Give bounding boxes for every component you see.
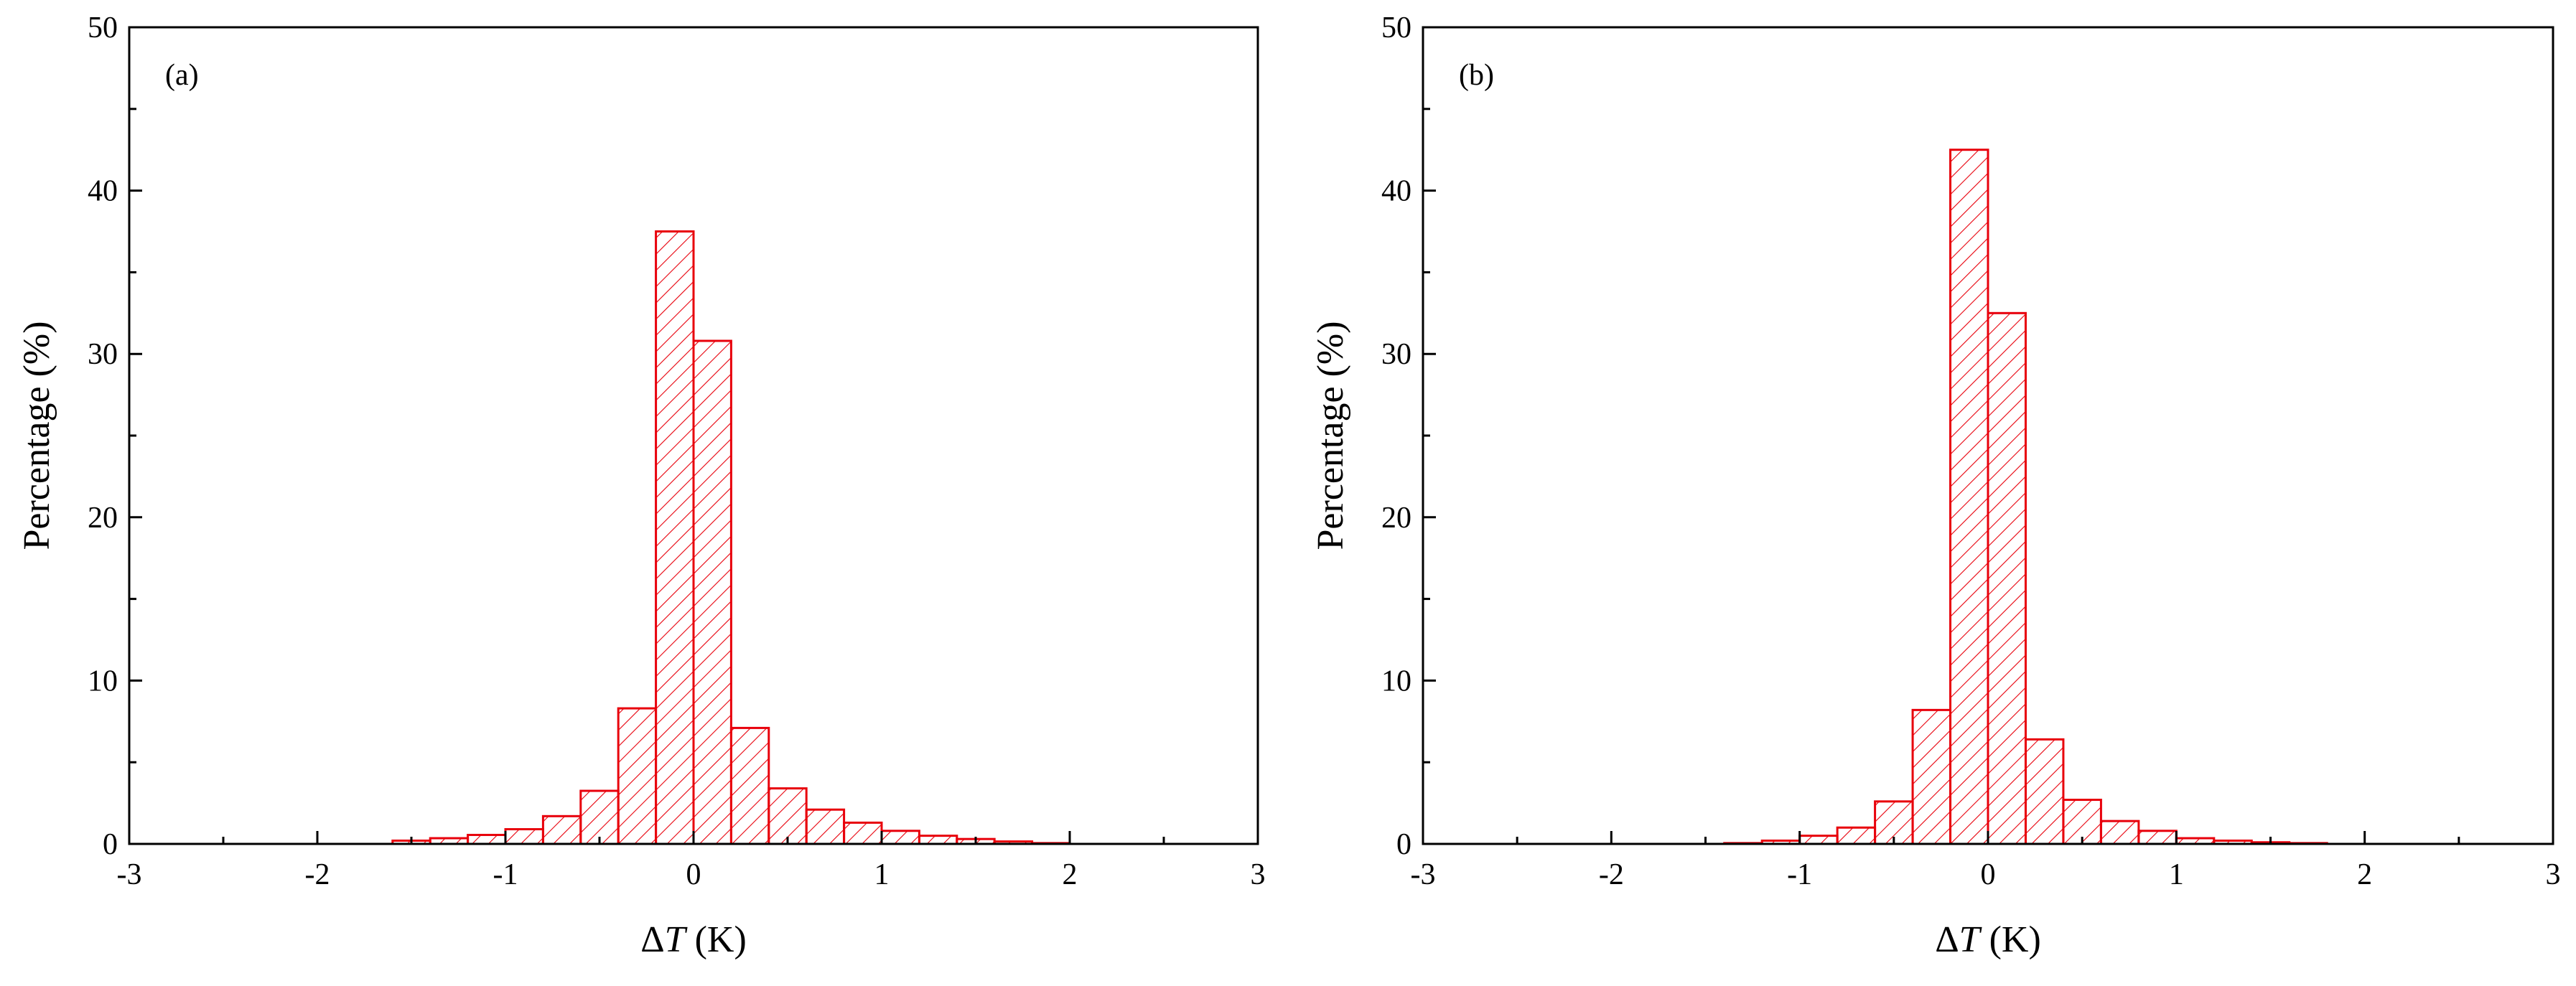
bar	[1987, 311, 2027, 845]
x-tick-label: -1	[493, 858, 518, 891]
bar	[1836, 826, 1877, 845]
y-tick-label: 20	[1381, 502, 1411, 535]
bar	[767, 787, 808, 845]
bar	[843, 821, 883, 845]
bar	[880, 830, 920, 845]
x-axis: -3 -2 -1 0 1 2 3	[117, 831, 1266, 891]
bar	[2099, 820, 2140, 845]
x-tick-label: 3	[2546, 858, 2561, 891]
x-tick-label: 0	[1981, 858, 1996, 891]
x-tick-label: 3	[1251, 858, 1266, 891]
panel-label: (b)	[1459, 59, 1494, 92]
y-tick-label: 50	[88, 11, 118, 44]
y-tick-label: 10	[1381, 665, 1411, 698]
bars	[1723, 149, 2328, 845]
y-tick-label: 10	[88, 665, 118, 698]
x-axis-title: ΔT (K)	[1935, 919, 2041, 960]
y-axis-title: Percentage (%)	[1310, 321, 1351, 550]
x-tick-label: -2	[305, 858, 330, 891]
y-axis: 0 10 20 30 40 50	[1381, 11, 1436, 861]
y-axis-title: Percentage (%)	[17, 321, 57, 550]
bar	[1911, 708, 1952, 845]
bars	[391, 230, 1071, 845]
y-tick-label: 0	[1396, 828, 1411, 861]
x-tick-label: 2	[2357, 858, 2372, 891]
y-tick-label: 40	[1381, 175, 1411, 208]
bar	[1798, 835, 1839, 845]
bar	[2137, 830, 2178, 845]
x-tick-label: -2	[1599, 858, 1624, 891]
bar	[541, 814, 582, 845]
panel-label: (a)	[165, 59, 199, 92]
x-tick-label: -3	[1411, 858, 1436, 891]
x-axis: -3 -2 -1 0 1 2 3	[1411, 831, 2561, 891]
y-tick-label: 30	[1381, 338, 1411, 371]
bar	[692, 339, 732, 845]
bar	[2024, 738, 2065, 845]
x-tick-label: -1	[1787, 858, 1812, 891]
y-axis: 0 10 20 30 40 50	[88, 11, 142, 861]
y-tick-label: 50	[1381, 11, 1411, 44]
bar	[579, 789, 620, 845]
y-tick-label: 30	[88, 338, 118, 371]
y-tick-label: 0	[103, 828, 118, 861]
x-tick-label: 1	[2169, 858, 2184, 891]
bar	[918, 835, 958, 845]
bar	[467, 833, 507, 845]
x-tick-label: 1	[874, 858, 890, 891]
bar	[655, 230, 695, 845]
bar	[504, 828, 544, 845]
bar	[805, 808, 846, 845]
bar	[617, 707, 658, 845]
x-axis-title: ΔT (K)	[640, 919, 747, 960]
y-tick-label: 40	[88, 175, 118, 208]
x-tick-label: -3	[117, 858, 142, 891]
y-tick-label: 20	[88, 502, 118, 535]
x-tick-label: 0	[686, 858, 701, 891]
bar	[1949, 149, 1989, 845]
bar	[729, 726, 770, 845]
x-tick-label: 2	[1063, 858, 1078, 891]
